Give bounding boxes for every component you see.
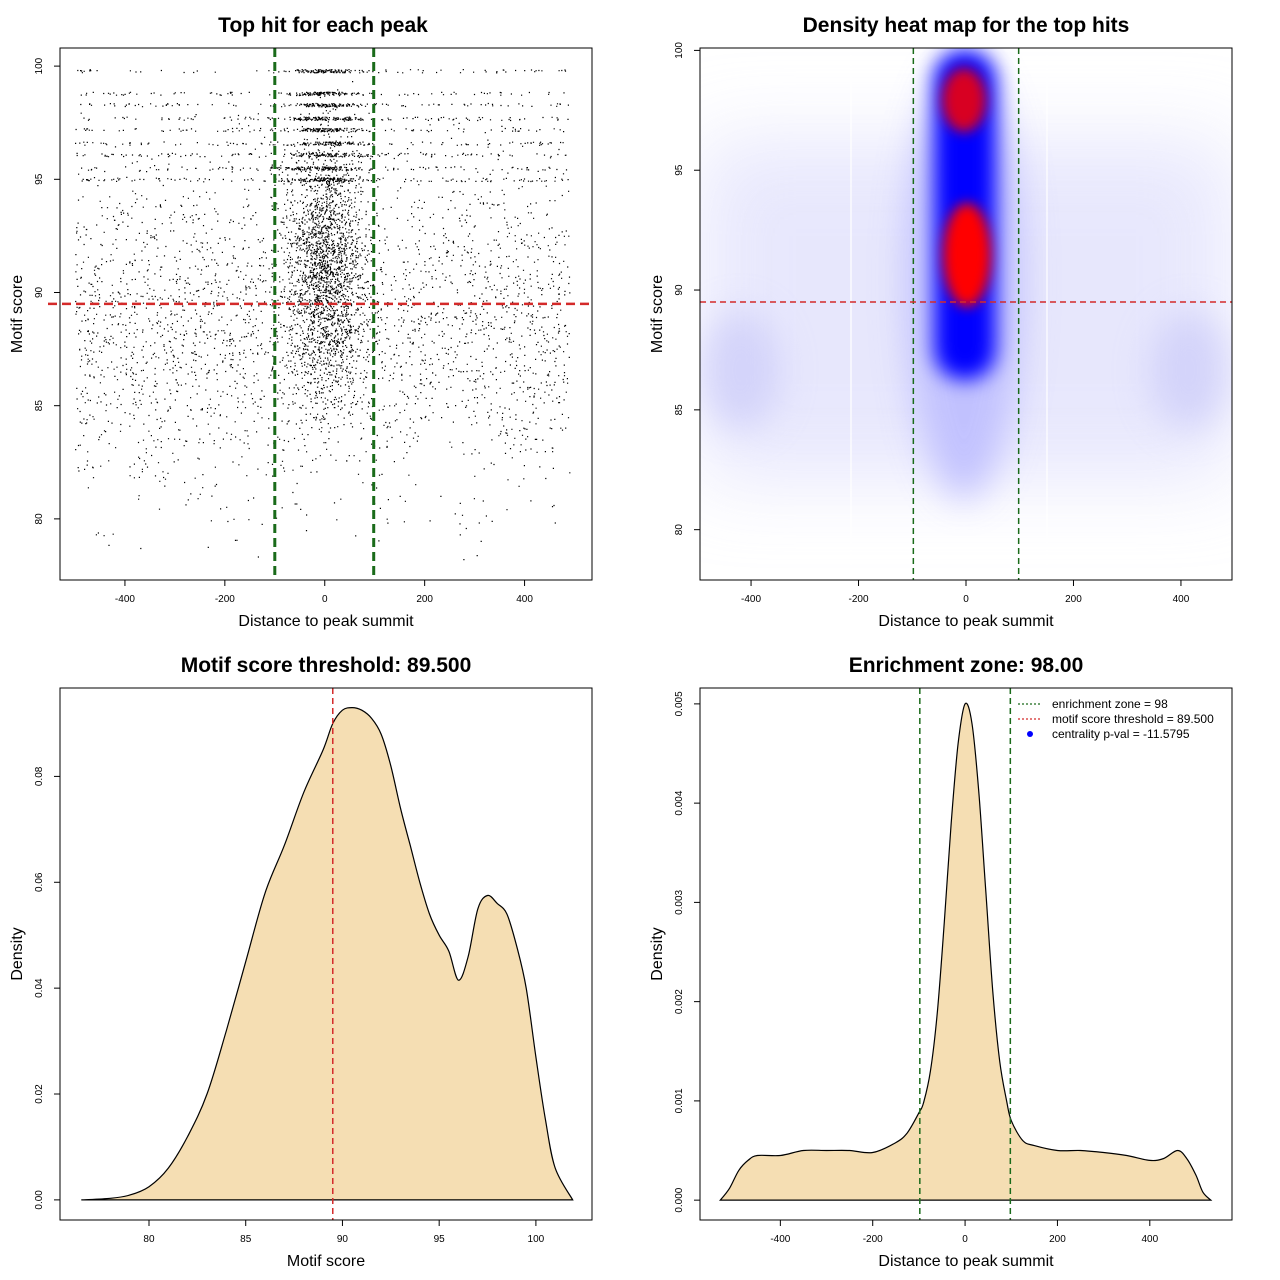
y-tick-label: 90 xyxy=(34,286,45,298)
scatter-points xyxy=(75,69,571,561)
heatmap-x-ticks: -400 -200 0 200 400 xyxy=(741,580,1190,605)
heatmap-hot-spot-upper xyxy=(942,68,986,132)
x-tick-label: 200 xyxy=(416,594,433,605)
x-tick-label: 95 xyxy=(434,1234,446,1245)
x-tick-label: 200 xyxy=(1049,1234,1066,1245)
y-tick-label: 0.002 xyxy=(674,989,685,1014)
x-tick-label: -200 xyxy=(215,594,235,605)
scatter-point-cloud xyxy=(75,69,571,561)
legend-pval: centrality p-val = -11.5795 xyxy=(1052,727,1190,741)
legend: enrichment zone = 98 motif score thresho… xyxy=(1018,697,1214,741)
x-tick-label: 85 xyxy=(240,1234,252,1245)
distance-density-x-ticks: -400 -200 0 200 400 xyxy=(770,1220,1159,1245)
heatmap-panel: Density heat map for the top hits -400 -2… xyxy=(649,14,1233,630)
score-density-y-label: Density xyxy=(9,927,26,980)
scatter-x-label: Distance to peak summit xyxy=(238,613,414,630)
y-tick-label: 0.003 xyxy=(674,889,685,914)
y-tick-label: 80 xyxy=(34,513,45,525)
y-tick-label: 85 xyxy=(34,400,45,412)
scatter-reference-lines xyxy=(48,48,592,580)
y-tick-label: 0.02 xyxy=(34,1084,45,1104)
legend-pval-marker xyxy=(1027,731,1033,737)
y-tick-label: 90 xyxy=(674,284,685,296)
enrichment-zone-lines xyxy=(919,688,1012,1220)
heatmap-y-ticks: 80 85 90 95 100 xyxy=(674,42,700,536)
score-density-x-ticks: 80 85 90 95 100 xyxy=(143,1220,545,1245)
y-tick-label: 95 xyxy=(34,173,45,185)
distance-density-curve xyxy=(719,702,1213,1201)
y-tick-label: 0.04 xyxy=(34,978,45,998)
x-tick-label: 0 xyxy=(963,594,969,605)
y-tick-label: 0.08 xyxy=(34,766,45,786)
y-tick-label: 85 xyxy=(674,404,685,416)
distance-density-title: Enrichment zone: 98.00 xyxy=(849,654,1084,677)
distance-density-y-label: Density xyxy=(649,927,666,980)
x-tick-label: 400 xyxy=(1141,1234,1158,1245)
x-tick-label: -400 xyxy=(770,1234,790,1245)
x-tick-label: 0 xyxy=(322,594,328,605)
heatmap-title: Density heat map for the top hits xyxy=(803,14,1130,37)
legend-threshold: motif score threshold = 89.500 xyxy=(1052,712,1214,726)
heatmap-density xyxy=(700,48,1232,580)
score-density-frame xyxy=(59,687,593,1221)
scatter-title: Top hit for each peak xyxy=(218,14,428,37)
scatter-panel: Top hit for each peak -400 -200 0 200 400 80… xyxy=(9,14,593,630)
x-tick-label: 0 xyxy=(962,1234,968,1245)
x-tick-label: 100 xyxy=(528,1234,545,1245)
y-tick-label: 80 xyxy=(674,524,685,536)
x-tick-label: -200 xyxy=(849,594,869,605)
x-tick-label: -400 xyxy=(741,594,761,605)
heatmap-reference-lines xyxy=(700,48,1232,580)
x-tick-label: 200 xyxy=(1065,594,1082,605)
y-tick-label: 0.001 xyxy=(674,1088,685,1113)
legend-enrichment-zone: enrichment zone = 98 xyxy=(1052,697,1168,711)
y-tick-label: 0.005 xyxy=(674,691,685,716)
scatter-plot-frame xyxy=(59,47,593,581)
x-tick-label: -200 xyxy=(863,1234,883,1245)
x-tick-label: 400 xyxy=(1173,594,1190,605)
y-tick-label: 100 xyxy=(34,57,45,74)
distance-density-x-label: Distance to peak summit xyxy=(878,1253,1054,1270)
score-density-y-ticks: 0.00 0.02 0.04 0.06 0.08 xyxy=(34,766,60,1210)
y-tick-label: 0.00 xyxy=(34,1190,45,1210)
x-tick-label: 80 xyxy=(143,1234,155,1245)
score-density-curve xyxy=(81,706,574,1201)
y-tick-label: 95 xyxy=(674,164,685,176)
distance-density-frame xyxy=(699,687,1233,1221)
y-tick-label: 0.004 xyxy=(674,790,685,815)
y-tick-label: 0.000 xyxy=(674,1187,685,1212)
heatmap-x-label: Distance to peak summit xyxy=(878,613,1054,630)
score-density-panel: Motif score threshold: 89.500 80 85 90 95 10… xyxy=(9,654,593,1270)
scatter-y-label: Motif score xyxy=(9,275,26,353)
heatmap-hot-spot-lower xyxy=(943,203,991,307)
x-tick-label: 400 xyxy=(516,594,533,605)
score-density-x-label: Motif score xyxy=(287,1253,365,1270)
distance-density-panel: Enrichment zone: 98.00 -400 -200 0 200 400 0… xyxy=(649,654,1233,1270)
scatter-x-ticks: -400 -200 0 200 400 xyxy=(115,580,533,605)
x-tick-label: 90 xyxy=(337,1234,349,1245)
scatter-y-ticks: 80 85 90 95 100 xyxy=(34,57,60,524)
heatmap-y-label: Motif score xyxy=(649,275,666,353)
y-tick-label: 100 xyxy=(674,42,685,59)
score-density-title: Motif score threshold: 89.500 xyxy=(181,654,472,677)
y-tick-label: 0.06 xyxy=(34,872,45,892)
distance-density-y-ticks: 0.000 0.001 0.002 0.003 0.004 0.005 xyxy=(674,691,700,1213)
x-tick-label: -400 xyxy=(115,594,135,605)
